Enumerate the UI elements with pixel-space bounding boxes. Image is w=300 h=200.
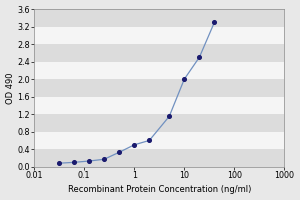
X-axis label: Recombinant Protein Concentration (ng/ml): Recombinant Protein Concentration (ng/ml… — [68, 185, 251, 194]
Point — [132, 143, 137, 146]
Point — [87, 159, 92, 163]
Bar — [34, 114, 284, 132]
Point — [182, 78, 187, 81]
Bar — [34, 149, 284, 167]
Y-axis label: OD 490: OD 490 — [6, 72, 15, 104]
Point — [72, 161, 76, 164]
Point — [56, 162, 61, 165]
Point — [197, 56, 202, 59]
Bar — [34, 9, 284, 27]
Point — [147, 139, 152, 142]
Bar — [34, 44, 284, 62]
Point — [167, 115, 172, 118]
Point — [212, 21, 217, 24]
Bar — [34, 79, 284, 97]
Point — [117, 151, 122, 154]
Point — [102, 158, 106, 161]
